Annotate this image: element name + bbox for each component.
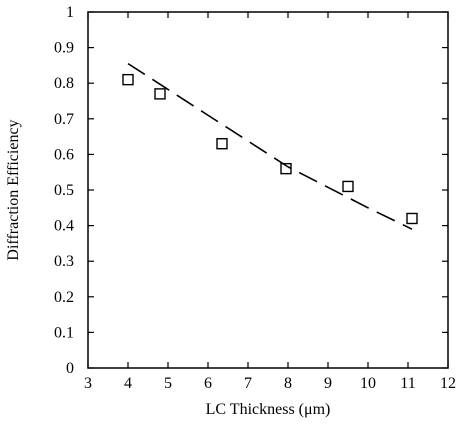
x-tick-label: 4 [124,375,132,392]
data-point-square [154,88,166,100]
y-tick-label: 0.3 [54,253,74,270]
y-tick-label: 0.2 [54,289,74,306]
plot-frame [87,11,449,369]
tick-labels: 3 4 5 6 7 8 9 10 11 12 0 0.1 0.2 0.3 0.4 0.5 0.6 0.7 0.8 0.… [54,4,456,392]
y-tick-label: 0.4 [54,218,74,235]
y-tick-label: 0.6 [54,146,74,163]
x-axis-title: LC Thickness (μm) [206,401,331,418]
x-tick-label: 7 [244,375,252,392]
series-layer [122,62,418,230]
data-point-square [122,73,134,86]
y-tick-label: 0.7 [54,111,74,128]
x-tick-label: 9 [324,375,332,392]
x-tick-label: 3 [84,375,92,392]
y-tick-label: 0.5 [54,182,74,199]
data-point-square [342,180,354,193]
tick-marks [87,11,449,369]
fit-curve-line [127,62,413,230]
x-tick-label: 11 [400,375,415,392]
x-tick-label: 6 [204,375,212,392]
y-axis-title: Diffraction Efficiency [5,119,22,260]
x-tick-label: 5 [164,375,172,392]
x-tick-label: 12 [440,375,456,392]
y-tick-label: 0.8 [54,75,74,92]
x-tick-label: 8 [284,375,292,392]
data-point-square [216,138,228,150]
y-tick-label: 0.9 [54,40,74,57]
y-tick-label: 1 [66,4,74,21]
y-tick-label: 0 [66,360,74,377]
x-tick-label: 10 [360,375,376,392]
data-point-square [406,212,418,225]
y-tick-label: 0.1 [54,324,74,341]
